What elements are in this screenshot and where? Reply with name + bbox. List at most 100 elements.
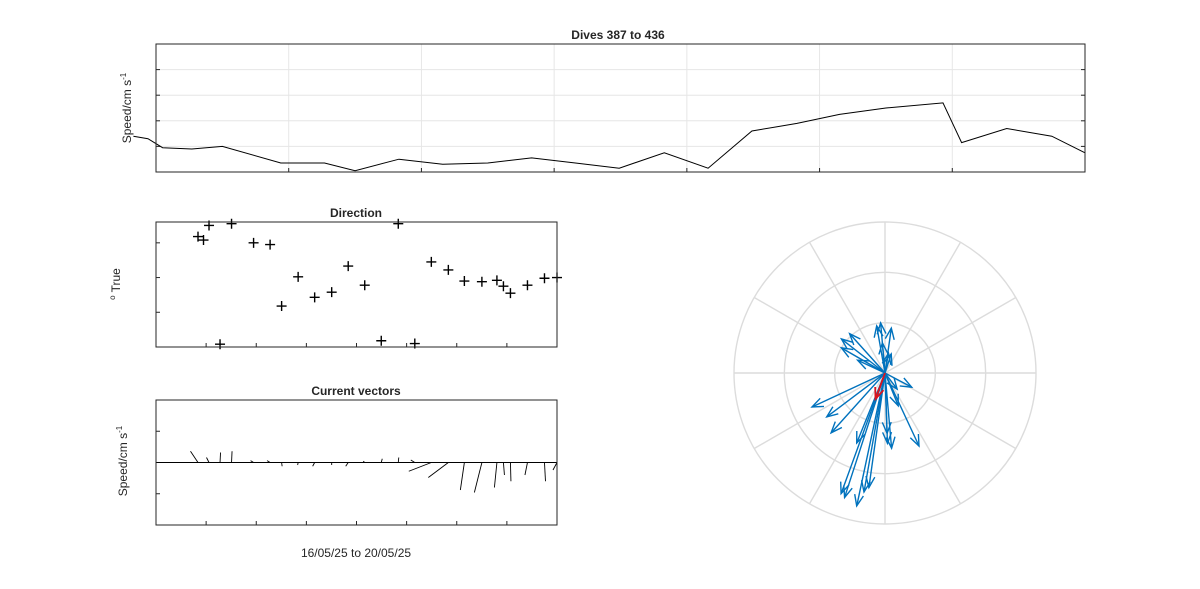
- current-vector-stick: [190, 451, 199, 463]
- polar-spoke: [808, 241, 886, 374]
- current-arrow: [857, 359, 886, 374]
- current-arrow: [849, 333, 886, 374]
- current-arrow-head: [825, 406, 839, 419]
- current-vector-stick: [206, 457, 210, 463]
- current-arrow: [884, 372, 912, 388]
- current-arrow-head: [839, 346, 854, 358]
- current-vector-stick: [428, 462, 449, 478]
- current-arrow-head: [810, 397, 825, 408]
- current-vector-stick: [493, 462, 498, 488]
- current-vector-stick: [502, 462, 505, 476]
- direction-point: [539, 273, 550, 284]
- polar-ring: [783, 271, 987, 475]
- polar-axes: [733, 221, 1037, 525]
- direction-title: Direction: [330, 206, 382, 220]
- direction-point: [476, 276, 487, 287]
- current-vector-stick: [408, 462, 432, 472]
- direction-point: [393, 218, 404, 229]
- vectors-xlabel: 16/05/25 to 20/05/25: [301, 546, 411, 560]
- direction-point: [491, 275, 502, 286]
- direction-point: [505, 288, 516, 299]
- current-arrow-head: [840, 481, 850, 496]
- current-arrow: [840, 338, 886, 374]
- polar-ring: [733, 221, 1037, 525]
- polar-spoke: [753, 372, 886, 450]
- mean-current-arrow: [874, 372, 886, 400]
- speed-title: Dives 387 to 436: [571, 28, 665, 42]
- speed-axes: [133, 43, 1086, 173]
- direction-point: [193, 231, 203, 242]
- axes-frame: [155, 399, 558, 526]
- vectors-axes: [155, 399, 558, 526]
- current-arrow-head: [882, 352, 893, 366]
- current-vector-stick: [345, 462, 349, 467]
- current-vector-stick: [397, 457, 400, 463]
- current-vector-stick: [544, 462, 546, 482]
- current-arrow-head: [881, 351, 892, 366]
- direction-point: [248, 237, 259, 248]
- direction-point: [309, 292, 320, 303]
- speed-ylabel: Speed/cm s-1: [119, 72, 134, 143]
- current-vector-stick: [410, 459, 416, 463]
- direction-point: [265, 239, 276, 250]
- current-arrow: [830, 372, 886, 434]
- current-vector-stick: [459, 462, 465, 491]
- current-vector-stick: [219, 452, 221, 463]
- current-vector-stick: [231, 451, 233, 463]
- direction-point: [343, 261, 354, 272]
- direction-point: [198, 235, 209, 246]
- polar-spoke: [884, 296, 1017, 374]
- direction-axes: [155, 218, 562, 350]
- current-arrow-head: [884, 326, 895, 340]
- current-arrow-head: [909, 433, 920, 448]
- current-arrow-head: [855, 359, 870, 370]
- current-arrow-head: [881, 431, 893, 446]
- current-vector-stick: [509, 462, 512, 482]
- current-vector-stick: [473, 462, 483, 493]
- speed-series-line: [133, 102, 1086, 172]
- current-arrow-head: [839, 337, 854, 350]
- current-arrow: [811, 372, 886, 408]
- direction-point: [326, 287, 337, 298]
- current-arrow-head: [878, 341, 889, 355]
- mean-current-arrow-head: [874, 386, 885, 402]
- direction-point: [276, 301, 287, 312]
- polar-ring: [833, 321, 937, 425]
- direction-point: [426, 256, 437, 267]
- current-vector-stick: [362, 460, 366, 463]
- direction-point: [522, 280, 533, 291]
- current-vector-stick: [552, 462, 558, 471]
- current-vector-stick: [281, 462, 283, 467]
- vectors-ylabel: Speed/cm s-1: [115, 425, 130, 496]
- direction-point: [359, 280, 370, 291]
- current-arrow-head: [854, 493, 864, 508]
- current-vector-stick: [297, 462, 299, 466]
- plot-area: [156, 44, 1085, 172]
- direction-point: [443, 264, 454, 275]
- plot-area: [156, 222, 557, 347]
- vectors-title: Current vectors: [311, 384, 401, 398]
- polar-spoke: [884, 372, 1017, 450]
- current-arrow: [856, 372, 886, 507]
- direction-point: [293, 271, 304, 282]
- current-arrow: [884, 372, 889, 444]
- direction-point: [376, 335, 387, 346]
- polar-spoke: [884, 241, 962, 374]
- direction-point: [215, 339, 226, 350]
- current-vector-stick: [524, 462, 528, 476]
- current-arrow-head: [829, 421, 843, 435]
- current-arrow-head: [848, 332, 861, 346]
- current-vector-stick: [380, 458, 383, 463]
- direction-point: [459, 276, 470, 287]
- current-vector-stick: [312, 462, 316, 467]
- direction-point: [498, 281, 509, 292]
- direction-ylabel: oTrue: [108, 268, 123, 300]
- current-arrow-head: [889, 393, 899, 408]
- current-arrow-head: [876, 321, 887, 335]
- axes-frame: [155, 221, 558, 348]
- current-vector-stick: [266, 460, 271, 463]
- axes-frame: [155, 43, 1086, 173]
- current-arrow-head: [865, 475, 876, 490]
- polar-spoke: [808, 372, 886, 505]
